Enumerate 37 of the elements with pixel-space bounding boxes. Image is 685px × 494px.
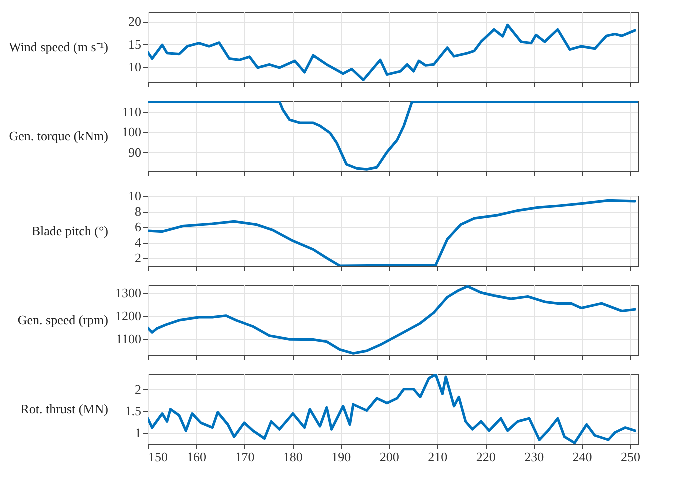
- x-tick-label: 220: [476, 450, 496, 464]
- x-tick-label: 160: [186, 450, 206, 464]
- y-tick-label: 2: [135, 382, 142, 397]
- x-tick-label: 180: [283, 450, 303, 464]
- x-tick-label: 210: [428, 450, 448, 464]
- x-tick-label: 170: [235, 450, 255, 464]
- line-series: [148, 374, 636, 444]
- x-tick-label: 230: [524, 450, 544, 464]
- y-tick-label: 10: [128, 188, 142, 204]
- y-tick-label: 15: [128, 36, 142, 52]
- line-series: [148, 199, 636, 266]
- y-tick-label: 100: [122, 124, 142, 140]
- y-tick-label: 8: [135, 204, 142, 220]
- x-tick-label: 250: [621, 450, 641, 464]
- y-tick-label: 1: [135, 426, 142, 441]
- y-axis-title: Rot. thrust (MN): [20, 402, 108, 416]
- line-series: [148, 285, 636, 355]
- y-tick-label: 1100: [116, 331, 142, 346]
- y-axis-title: Gen. speed (rpm): [18, 312, 108, 328]
- y-tick-label: 1.5: [125, 404, 142, 419]
- x-tick-label: 200: [380, 450, 400, 464]
- x-tick-label: 150: [148, 450, 168, 464]
- y-tick-label: 1300: [116, 285, 142, 300]
- y-tick-label: 6: [135, 220, 142, 235]
- x-tick-label: 190: [332, 450, 352, 464]
- y-axis-title: Wind speed (m s⁻¹): [9, 40, 108, 54]
- y-tick-label: 110: [122, 104, 142, 120]
- y-tick-label: 10: [128, 60, 142, 74]
- y-axis-title: Blade pitch (°): [32, 224, 108, 238]
- y-tick-label: 90: [128, 144, 142, 160]
- y-tick-label: 4: [135, 235, 142, 250]
- x-tick-label: 240: [572, 450, 592, 464]
- y-tick-label: 20: [128, 14, 142, 30]
- y-tick-label: 2: [135, 250, 142, 266]
- line-series: [148, 24, 636, 82]
- y-tick-label: 1200: [116, 308, 142, 324]
- y-axis-title: Gen. torque (kNm): [9, 128, 108, 144]
